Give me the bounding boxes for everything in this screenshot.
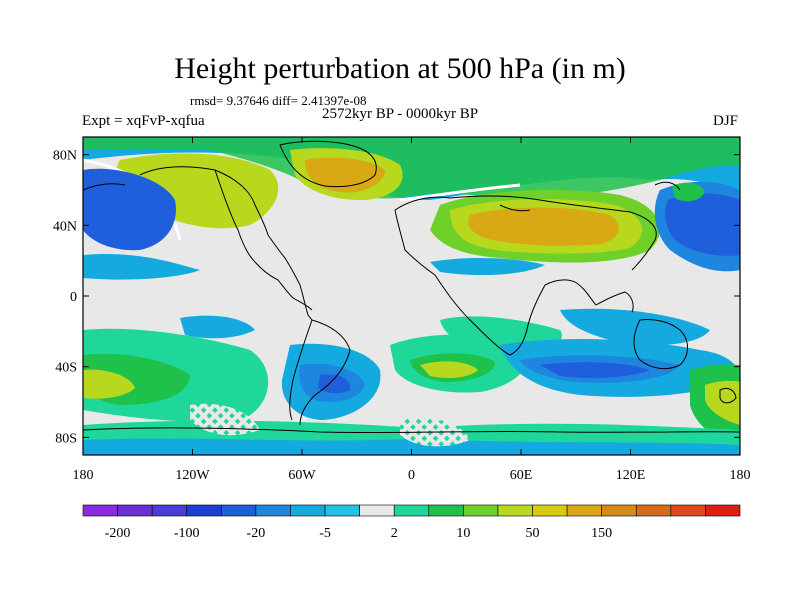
- colorbar-swatch: [221, 504, 257, 517]
- y-tick-label: 0: [70, 290, 77, 305]
- colorbar-swatch: [82, 504, 118, 517]
- colorbar-label: 50: [526, 526, 540, 541]
- colorbar-swatch: [393, 504, 430, 517]
- colorbar-label: -5: [319, 526, 331, 541]
- colorbar-swatch: [255, 504, 291, 517]
- experiment-label: Expt = xqFvP-xqfua: [82, 113, 205, 129]
- x-tick-label: 60E: [510, 468, 533, 483]
- stats-label: rmsd= 9.37646 diff= 2.41397e-08: [190, 93, 367, 108]
- colorbar-swatch: [532, 504, 568, 517]
- colorbar-label: 10: [456, 526, 470, 541]
- x-tick-label: 60W: [288, 468, 316, 483]
- colorbar: -200 -100 -20 -5 2 10 50 150: [82, 504, 741, 541]
- y-axis: 80N 40N 0 40S 80S: [53, 149, 740, 446]
- colorbar-label: 150: [591, 526, 612, 541]
- colorbar-swatch: [324, 504, 360, 517]
- colorbar-swatch: [566, 504, 602, 517]
- x-tick-label: 120W: [175, 468, 210, 483]
- colorbar-swatch: [705, 504, 741, 517]
- season-label: DJF: [713, 113, 739, 129]
- period-label: 2572kyr BP - 0000kyr BP: [322, 106, 479, 122]
- colorbar-swatch: [359, 504, 395, 517]
- y-tick-label: 40S: [55, 361, 77, 376]
- height-field: [83, 137, 740, 455]
- colorbar-swatch: [186, 504, 222, 517]
- colorbar-swatch: [151, 504, 188, 517]
- colorbar-swatch: [428, 504, 464, 517]
- colorbar-label: 2: [391, 526, 398, 541]
- x-axis: 180 120W 60W 0 60E 120E 180: [73, 137, 751, 483]
- colorbar-swatch: [290, 504, 326, 517]
- colorbar-swatch: [601, 504, 637, 517]
- y-tick-label: 80S: [55, 431, 77, 446]
- x-tick-label: 180: [730, 468, 751, 483]
- y-tick-label: 80N: [53, 149, 77, 164]
- colorbar-label: -100: [174, 526, 200, 541]
- colorbar-swatch: [497, 504, 533, 517]
- coastlines: [83, 140, 740, 434]
- x-tick-label: 120E: [616, 468, 646, 483]
- y-tick-label: 40N: [53, 219, 77, 234]
- colorbar-swatch: [670, 504, 706, 517]
- colorbar-label: -200: [105, 526, 131, 541]
- figure-title: Height perturbation at 500 hPa (in m): [174, 52, 626, 85]
- colorbar-swatch: [463, 504, 499, 517]
- x-tick-label: 0: [408, 468, 415, 483]
- colorbar-swatch: [117, 504, 153, 517]
- colorbar-label: -20: [247, 526, 266, 541]
- colorbar-swatch: [635, 504, 672, 517]
- x-tick-label: 180: [73, 468, 94, 483]
